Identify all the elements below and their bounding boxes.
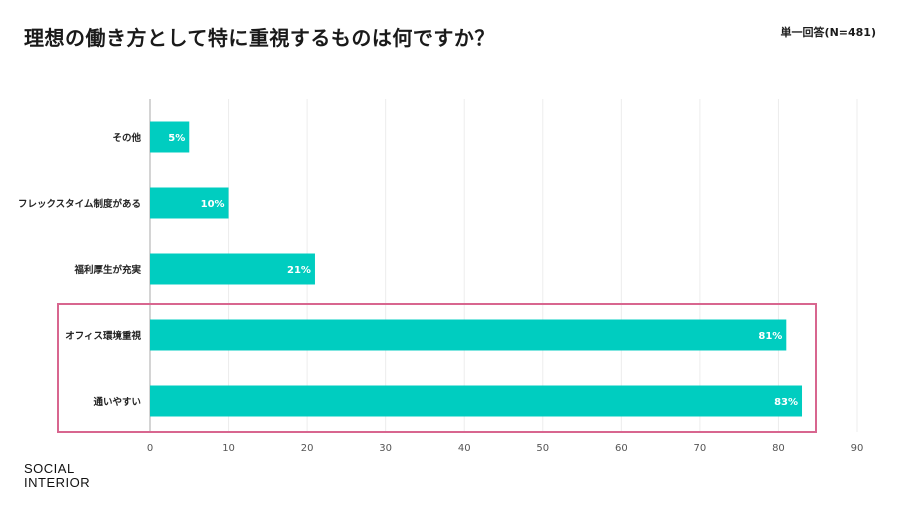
bar — [150, 187, 229, 219]
bar-value-label: 5% — [168, 133, 185, 144]
logo-line-1: SOCIAL — [24, 461, 75, 476]
bar — [150, 253, 315, 285]
bar — [150, 121, 190, 153]
bar-value-label: 10% — [201, 199, 225, 210]
x-tick-label: 20 — [301, 443, 314, 454]
logo-line-2: INTERIOR — [24, 475, 91, 490]
chart-title: 理想の働き方として特に重視するものは何ですか？ — [24, 26, 495, 50]
highlight-box — [57, 303, 817, 433]
x-tick-label: 30 — [379, 443, 392, 454]
brand-logo: SOCIAL INTERIOR — [24, 462, 90, 490]
x-tick-label: 90 — [851, 443, 864, 454]
category-label: 福利厚生が充実 — [73, 264, 141, 276]
x-tick-label: 0 — [147, 443, 153, 454]
category-label: 通いやすい — [93, 397, 141, 408]
category-label: その他 — [112, 132, 141, 144]
x-tick-label: 10 — [222, 443, 235, 454]
bar — [150, 319, 787, 351]
x-tick-label: 50 — [536, 443, 549, 454]
x-tick-labels: 0 10 20 30 40 50 60 70 80 90 — [147, 443, 864, 454]
x-tick-label: 60 — [615, 443, 628, 454]
bar-value-label: 21% — [287, 265, 311, 276]
x-tick-label: 70 — [694, 443, 707, 454]
bars: 5% 10% 21% 81% 83% — [150, 121, 803, 417]
x-tick-label: 40 — [458, 443, 471, 454]
x-tick-label: 80 — [772, 443, 785, 454]
bar — [150, 385, 803, 417]
bar-value-label: 81% — [758, 331, 782, 342]
sample-size-note: 単一回答(N=481) — [780, 26, 876, 39]
category-label: フレックスタイム制度がある — [18, 198, 141, 210]
bar-value-label: 83% — [774, 397, 798, 408]
category-label: オフィス環境重視 — [65, 330, 141, 342]
